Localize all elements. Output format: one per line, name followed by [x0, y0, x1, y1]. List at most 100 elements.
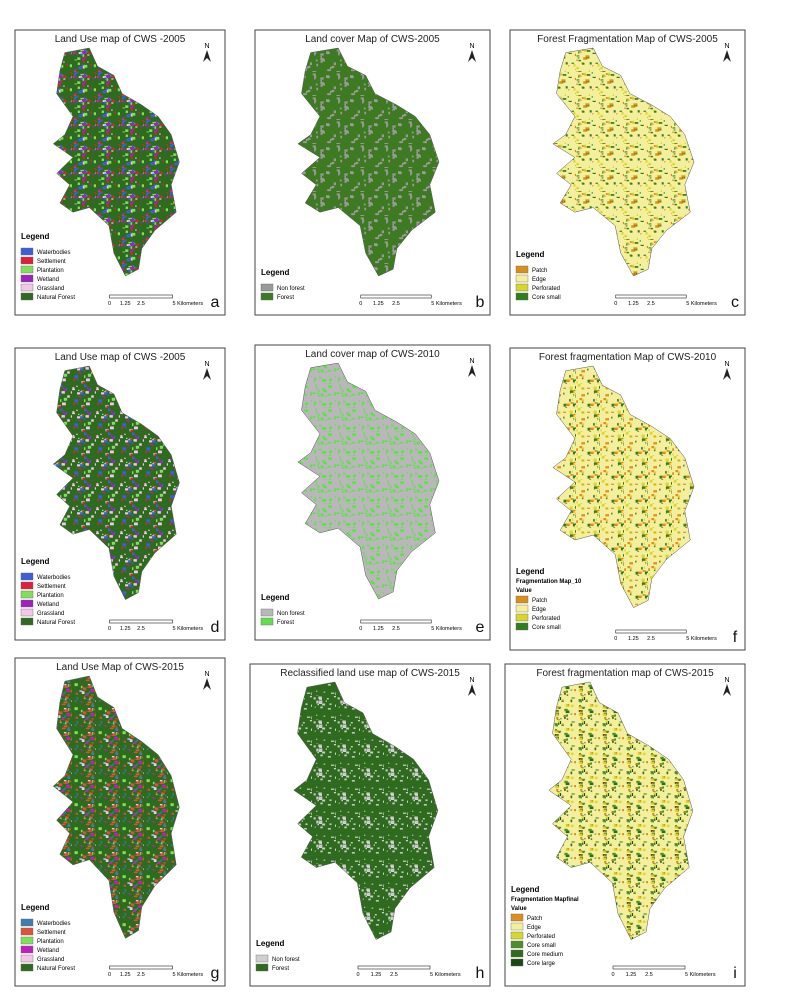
legend-swatch — [20, 599, 34, 608]
legend-subtitle: Fragmentation Mapfinal — [511, 897, 579, 903]
legend-label: Patch — [532, 598, 547, 604]
study-area-map — [552, 47, 695, 277]
map-title: Land Use Map of CWS-2015 — [56, 662, 184, 673]
legend-value-heading: Value — [516, 588, 532, 594]
scale-bar — [109, 965, 173, 970]
legend-label: Grassland — [37, 286, 64, 292]
legend-swatch — [20, 256, 34, 265]
legend-swatch — [260, 608, 274, 617]
legend-swatch — [515, 595, 529, 604]
legend-swatch — [510, 931, 524, 940]
study-area-map — [552, 365, 695, 608]
legend-swatch — [510, 922, 524, 931]
map-panel: Forest fragmentation map of CWS-2015 N Leg… — [504, 663, 746, 987]
legend-label: Waterbodies — [37, 921, 70, 927]
legend-swatch — [20, 954, 34, 963]
legend-label: Forest — [272, 966, 289, 972]
legend-title: Legend — [516, 250, 545, 259]
panel-letter: c — [731, 294, 739, 311]
legend-swatch — [515, 622, 529, 631]
north-label: N — [469, 358, 474, 365]
panel-letter: d — [211, 619, 220, 636]
legend-swatch — [20, 945, 34, 954]
legend-label: Non forest — [277, 611, 305, 617]
legend-swatch — [515, 265, 529, 274]
scale-bar — [615, 294, 687, 299]
study-area-map — [52, 365, 180, 600]
north-arrow — [468, 365, 476, 377]
legend-swatch — [20, 617, 34, 626]
scale-bar — [360, 294, 432, 299]
north-arrow — [723, 368, 731, 380]
panel-letter: b — [476, 294, 485, 311]
legend-swatch — [260, 283, 274, 292]
legend-swatch — [515, 292, 529, 301]
scale-bar — [612, 965, 686, 970]
legend-swatch — [255, 963, 269, 972]
scale-label: 1.25 — [120, 301, 131, 307]
legend-swatch — [20, 590, 34, 599]
legend-label: Settlement — [37, 584, 66, 590]
scale-label: 0 — [614, 301, 617, 307]
scale-label: 2.5 — [647, 301, 655, 307]
legend-swatch — [255, 954, 269, 963]
legend-label: Non forest — [272, 957, 300, 963]
map-panel: Land Use map of CWS -2005 N Legend Waterbod… — [14, 29, 226, 316]
scale-label: 0 — [108, 301, 111, 307]
scale-label: 2.5 — [390, 972, 398, 978]
legend-subtitle: Fragmentation Map_10 — [516, 579, 582, 585]
scale-label: 1.25 — [120, 972, 131, 978]
scale-bar — [109, 294, 173, 299]
legend-swatch — [20, 292, 34, 301]
legend-label: Wetland — [37, 277, 59, 283]
legend-swatch — [510, 940, 524, 949]
scale-label: 5 Kilometers — [173, 301, 204, 307]
scale-label: 0 — [359, 301, 362, 307]
scale-label: 5 Kilometers — [685, 972, 716, 978]
scale-label: 2.5 — [392, 301, 400, 307]
legend-label: Non forest — [277, 286, 305, 292]
scale-label: 0 — [614, 636, 617, 642]
map-title: Land Use map of CWS -2005 — [55, 34, 186, 45]
scale-label: 0 — [359, 626, 362, 632]
study-area-map — [52, 675, 180, 939]
legend-swatch — [20, 572, 34, 581]
scale-bar — [360, 619, 432, 624]
legend-title: Legend — [21, 903, 50, 912]
study-area-map — [297, 47, 440, 277]
scale-label: 2.5 — [392, 626, 400, 632]
legend-label: Grassland — [37, 957, 64, 963]
north-label: N — [469, 43, 474, 50]
panel-letter: g — [211, 965, 220, 982]
legend-title: Legend — [261, 593, 290, 602]
scale-bar — [357, 965, 431, 970]
legend-label: Edge — [532, 277, 547, 283]
scale-label: 1.25 — [628, 301, 639, 307]
legend-swatch — [20, 963, 34, 972]
legend-label: Patch — [527, 916, 542, 922]
panel-letter: e — [476, 619, 485, 636]
north-arrow — [203, 368, 211, 380]
north-arrow — [723, 50, 731, 62]
north-arrow — [203, 50, 211, 62]
panel-letter: a — [211, 294, 220, 311]
scale-label: 0 — [108, 626, 111, 632]
map-title: Forest fragmentation map of CWS-2015 — [536, 668, 714, 679]
study-area-map — [293, 681, 439, 940]
north-arrow — [468, 50, 476, 62]
scale-label: 1.25 — [373, 626, 384, 632]
scale-label: 5 Kilometers — [686, 301, 717, 307]
legend-swatch — [20, 927, 34, 936]
legend-label: Wetland — [37, 602, 59, 608]
panel-letter: h — [476, 965, 485, 982]
legend-label: Edge — [527, 925, 542, 931]
scale-label: 1.25 — [120, 626, 131, 632]
legend-title: Legend — [256, 939, 285, 948]
scale-label: 2.5 — [645, 972, 653, 978]
scale-bar — [109, 619, 173, 624]
scale-label: 0 — [611, 972, 614, 978]
legend-value-heading: Value — [511, 906, 527, 912]
scale-label: 0 — [108, 972, 111, 978]
legend-swatch — [515, 604, 529, 613]
